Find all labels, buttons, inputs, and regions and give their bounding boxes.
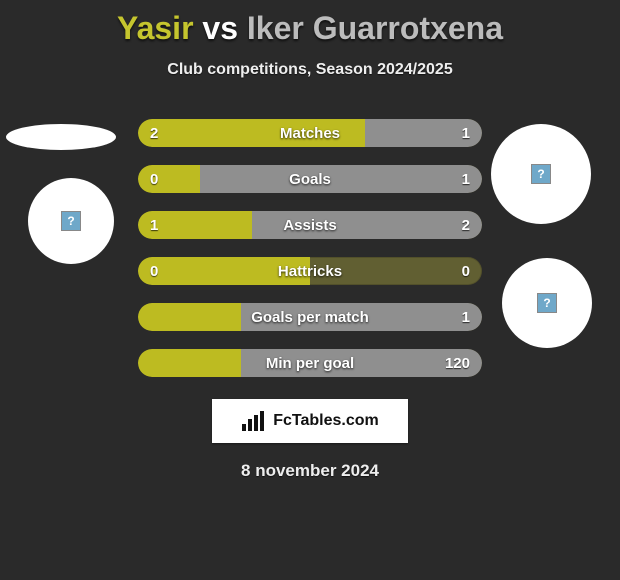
stat-right-value: 120 [433,349,482,377]
subtitle: Club competitions, Season 2024/2025 [0,61,620,79]
stat-row: 12Assists [138,211,482,239]
vs-text: vs [202,10,238,46]
player1-avatar [28,178,114,264]
comparison-chart: 21Matches01Goals12Assists00Hattricks1Goa… [138,119,482,377]
stat-right-value: 1 [450,303,482,331]
stat-right-fill [241,303,482,331]
stat-right-fill [252,211,482,239]
stat-row: 21Matches [138,119,482,147]
stat-right-value: 1 [450,119,482,147]
avatar-placeholder-icon [538,294,556,312]
stat-left-value: 0 [138,165,170,193]
stat-right-fill [200,165,482,193]
stat-left-value [138,349,162,377]
player2-avatar-top [491,124,591,224]
stat-left-value: 2 [138,119,170,147]
stat-left-value [138,303,162,331]
decorative-ellipse [6,124,116,150]
avatar-placeholder-icon [532,165,550,183]
stat-right-value: 0 [450,257,482,285]
fctables-logo: FcTables.com [212,399,408,443]
player2-avatar-bottom [502,258,592,348]
player2-name: Iker Guarrotxena [247,10,503,46]
stat-row: 1Goals per match [138,303,482,331]
stat-row: 00Hattricks [138,257,482,285]
stat-right-value: 1 [450,165,482,193]
stat-left-fill [138,119,365,147]
stat-left-value: 0 [138,257,170,285]
stat-row: 120Min per goal [138,349,482,377]
player1-name: Yasir [117,10,194,46]
stat-right-value: 2 [450,211,482,239]
comparison-title: Yasir vs Iker Guarrotxena [0,0,620,47]
logo-bars-icon [241,410,269,432]
stat-row: 01Goals [138,165,482,193]
stat-left-value: 1 [138,211,170,239]
avatar-placeholder-icon [62,212,80,230]
date-text: 8 november 2024 [0,461,620,481]
logo-text: FcTables.com [273,412,379,430]
